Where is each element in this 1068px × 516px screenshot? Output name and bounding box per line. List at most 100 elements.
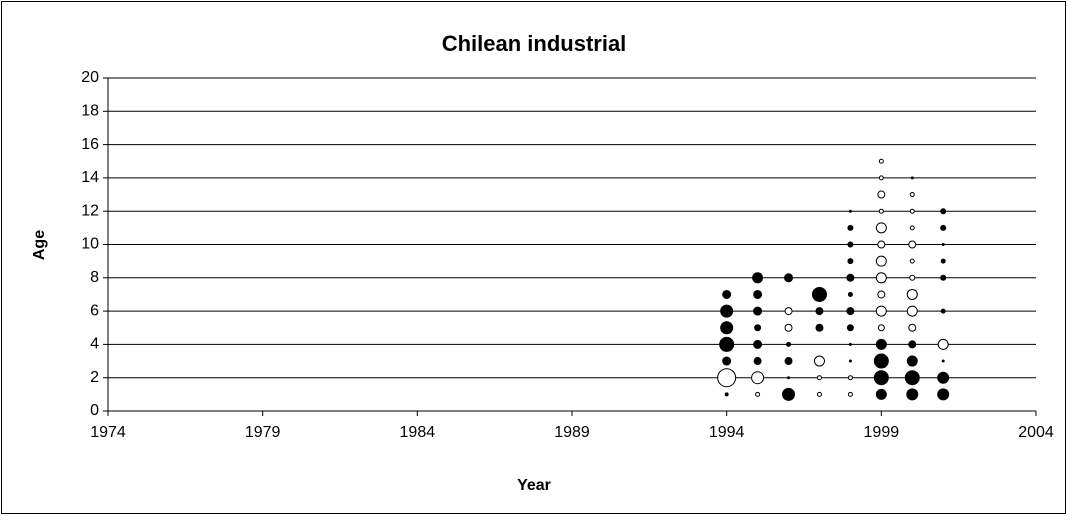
y-tick-label: 12	[81, 202, 99, 219]
bubble	[848, 209, 852, 213]
x-tick-label: 1989	[554, 424, 590, 441]
bubble	[816, 391, 822, 397]
bubble	[875, 305, 887, 317]
bubble	[877, 290, 886, 299]
bubble	[877, 324, 885, 332]
bubble	[909, 208, 915, 214]
bubble	[847, 258, 854, 265]
y-tick-label: 18	[81, 103, 99, 120]
bubble	[875, 272, 887, 284]
bubble	[908, 340, 917, 349]
y-tick-label: 14	[81, 169, 99, 186]
bubble	[937, 371, 950, 384]
bubble	[816, 375, 822, 381]
bubble	[941, 359, 945, 363]
bubble	[878, 175, 884, 181]
bubble	[847, 375, 853, 381]
plot-area: 0 2 4 6 8 10 12 14 16 18 20 1974 1979 1984 1989 1994 199…	[81, 69, 1054, 441]
y-tick-label: 4	[90, 336, 99, 353]
bubble	[784, 323, 793, 332]
y-tick-label: 8	[90, 269, 99, 286]
x-tick-label: 1974	[90, 424, 126, 441]
bubble	[815, 307, 824, 316]
bubble	[906, 388, 919, 401]
bubble	[847, 391, 853, 397]
bubble	[753, 339, 763, 349]
bubble	[846, 307, 855, 316]
bubble	[720, 304, 734, 318]
bubble	[813, 355, 825, 367]
bubble	[754, 324, 762, 332]
y-tick-label: 0	[90, 402, 99, 419]
bubble	[786, 341, 792, 347]
bubble	[877, 240, 886, 249]
bubble	[904, 370, 920, 386]
bubble	[909, 225, 915, 231]
bubble	[782, 387, 796, 401]
x-tick-label: 1984	[400, 424, 436, 441]
bubble	[906, 305, 918, 317]
bubble	[875, 255, 887, 267]
bubble	[873, 370, 889, 386]
bubble	[752, 272, 764, 284]
bubble	[940, 308, 946, 314]
y-axis-title: Age	[31, 230, 48, 260]
bubble	[848, 342, 852, 346]
bubble	[724, 392, 729, 397]
y-tick-label: 10	[81, 236, 99, 253]
bubble	[940, 258, 946, 264]
bubble	[815, 323, 824, 332]
x-axis-title: Year	[517, 477, 551, 494]
bubble	[940, 208, 947, 215]
bubble	[722, 289, 732, 299]
bubble	[846, 324, 854, 332]
bubble	[875, 222, 887, 234]
bubble	[940, 274, 947, 281]
bubble	[908, 323, 917, 332]
bubble	[908, 240, 917, 249]
bubble	[875, 388, 887, 400]
bubble	[878, 208, 884, 214]
bubble	[875, 338, 887, 350]
bubble	[941, 243, 945, 246]
bubble	[787, 376, 791, 380]
bubble	[937, 338, 949, 350]
bubble	[873, 353, 889, 369]
bubble	[878, 158, 884, 164]
x-tick-label: 1979	[245, 424, 281, 441]
bubble	[847, 224, 854, 231]
bubble	[784, 357, 793, 366]
bubble	[847, 241, 854, 248]
y-tick-label: 6	[90, 302, 99, 319]
bubble	[906, 355, 918, 367]
bubble	[846, 273, 855, 282]
bubble	[940, 224, 947, 231]
chart-title: Chilean industrial	[442, 31, 627, 56]
bubble	[753, 289, 763, 299]
y-tick-label: 16	[81, 136, 99, 153]
bubble	[784, 307, 793, 316]
bubble	[717, 368, 737, 388]
bubble	[719, 336, 735, 352]
bubble	[720, 321, 734, 335]
bubble	[906, 288, 918, 300]
y-tick-label: 20	[81, 69, 99, 86]
x-tick-label: 1994	[709, 424, 745, 441]
x-tick-label: 2004	[1018, 424, 1054, 441]
bubble	[909, 192, 915, 198]
bubble	[848, 359, 852, 363]
bubble	[722, 356, 732, 366]
bubble	[877, 190, 886, 199]
bubble	[937, 388, 950, 401]
bubble	[753, 357, 762, 366]
bubble	[910, 176, 914, 180]
y-tick-label: 2	[90, 369, 99, 386]
bubble	[909, 258, 915, 264]
bubble	[753, 306, 763, 316]
bubble	[811, 286, 827, 302]
bubble	[847, 291, 853, 297]
bubble	[909, 274, 916, 281]
bubble	[784, 273, 794, 283]
